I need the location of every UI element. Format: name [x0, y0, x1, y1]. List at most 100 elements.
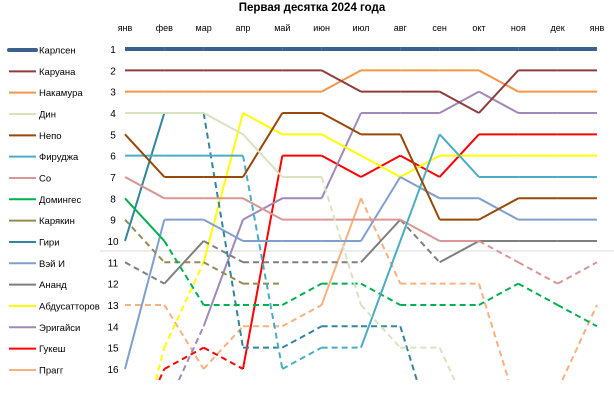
x-tick-label: май [274, 23, 290, 33]
line-segment [557, 304, 598, 328]
line-segment [202, 112, 244, 263]
chart-title: Первая десятка 2024 года [239, 2, 386, 14]
y-tick-label: 11 [108, 258, 119, 269]
line-segment [478, 69, 519, 93]
line-segment [163, 346, 205, 370]
legend-label: Гири [39, 237, 60, 248]
legend-label: Карлсен [39, 46, 76, 57]
line-segment [321, 69, 362, 93]
series-11 [124, 176, 597, 370]
line-segment [478, 90, 519, 114]
x-tick-label: окт [472, 23, 485, 33]
y-tick-label: 12 [107, 280, 119, 291]
line-segment [158, 368, 166, 381]
line-segment [439, 240, 480, 264]
x-tick-label: авг [394, 23, 408, 33]
line-segment [202, 325, 244, 370]
line-segment [321, 154, 362, 178]
line-segment [242, 112, 283, 136]
legend-label: Гукеш [39, 344, 65, 355]
y-tick-label: 3 [110, 88, 116, 99]
y-tick-label: 8 [110, 194, 116, 205]
line-segment [281, 346, 323, 370]
line-segment [478, 283, 510, 381]
y-tick-label: 5 [110, 130, 116, 141]
series-9 [124, 218, 283, 285]
y-tick-label: 1 [110, 45, 116, 56]
legend-label: Домингес [39, 195, 81, 206]
legend-label: Дин [39, 109, 56, 120]
line-segment [281, 282, 323, 306]
line-segment [321, 112, 362, 136]
line-segment [399, 133, 441, 221]
legend-label: Эригайси [39, 323, 80, 334]
line-segment [320, 112, 362, 199]
series-7 [124, 176, 598, 285]
y-tick-label: 14 [107, 322, 119, 333]
y-tick-label: 4 [110, 109, 116, 120]
y-tick-label: 10 [107, 237, 119, 248]
line-segment [360, 176, 402, 242]
line-segment [557, 261, 598, 285]
line-segment [478, 240, 519, 264]
line-segment [124, 112, 166, 242]
line-segment [163, 240, 205, 285]
line-segment [517, 261, 559, 285]
series-4 [125, 111, 456, 381]
line-segment [360, 197, 402, 285]
line-segment [561, 304, 598, 381]
line-segment [124, 219, 166, 370]
series-6 [125, 133, 597, 370]
line-segment [203, 261, 244, 285]
x-tick-label: апр [236, 23, 251, 33]
line-segment [399, 325, 418, 381]
line-segment [281, 325, 323, 349]
series-10 [124, 111, 418, 381]
line-segment [281, 304, 323, 328]
legend-label: Каруана [39, 67, 76, 78]
line-segment [124, 261, 165, 285]
line-segment [438, 347, 456, 381]
line-segment [320, 197, 362, 306]
series-3 [125, 69, 597, 93]
line-segment [439, 90, 480, 114]
x-tick-label: янв [118, 23, 133, 33]
y-tick-label: 16 [107, 365, 119, 376]
series-12 [124, 218, 597, 285]
series-5 [124, 111, 597, 221]
line-segment [124, 133, 166, 178]
y-tick-label: 15 [107, 344, 119, 355]
series-15 [158, 133, 597, 381]
line-segment [163, 304, 205, 370]
line-segment [399, 133, 441, 242]
x-tick-label: дек [551, 23, 565, 33]
line-segment [203, 218, 244, 242]
line-segment [360, 240, 402, 348]
line-segment [242, 112, 284, 178]
x-tick-label: фев [156, 23, 173, 33]
line-segment [478, 197, 519, 221]
line-segment [321, 133, 362, 157]
y-tick-label: 6 [110, 152, 116, 163]
line-segment [203, 240, 244, 264]
line-segment [242, 133, 284, 178]
legend-label: Вэй И [39, 259, 65, 270]
x-tick-label: июл [353, 23, 370, 33]
line-segment [203, 112, 244, 136]
line-segment [242, 155, 284, 370]
legend-label: Фируджа [39, 152, 79, 163]
x-tick-label: мар [196, 23, 212, 33]
line-segment [242, 155, 284, 370]
line-segment [154, 347, 166, 381]
legend-label: Абдусатторов [39, 301, 100, 312]
legend-label: Ананд [39, 280, 67, 291]
series-13 [154, 112, 597, 381]
line-segment [163, 261, 205, 349]
y-tick-label: 9 [110, 216, 116, 227]
legend-label: Прагг [39, 365, 64, 376]
line-segment [478, 282, 519, 306]
y-tick-label: 2 [110, 66, 116, 77]
series-16 [125, 197, 598, 381]
line-segment [360, 154, 401, 178]
